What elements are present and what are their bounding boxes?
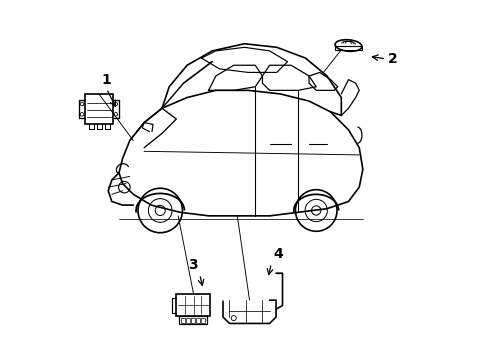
Text: 2: 2 bbox=[387, 52, 397, 66]
Text: 4: 4 bbox=[273, 247, 283, 261]
Text: 3: 3 bbox=[188, 258, 198, 272]
Text: 1: 1 bbox=[102, 73, 111, 87]
